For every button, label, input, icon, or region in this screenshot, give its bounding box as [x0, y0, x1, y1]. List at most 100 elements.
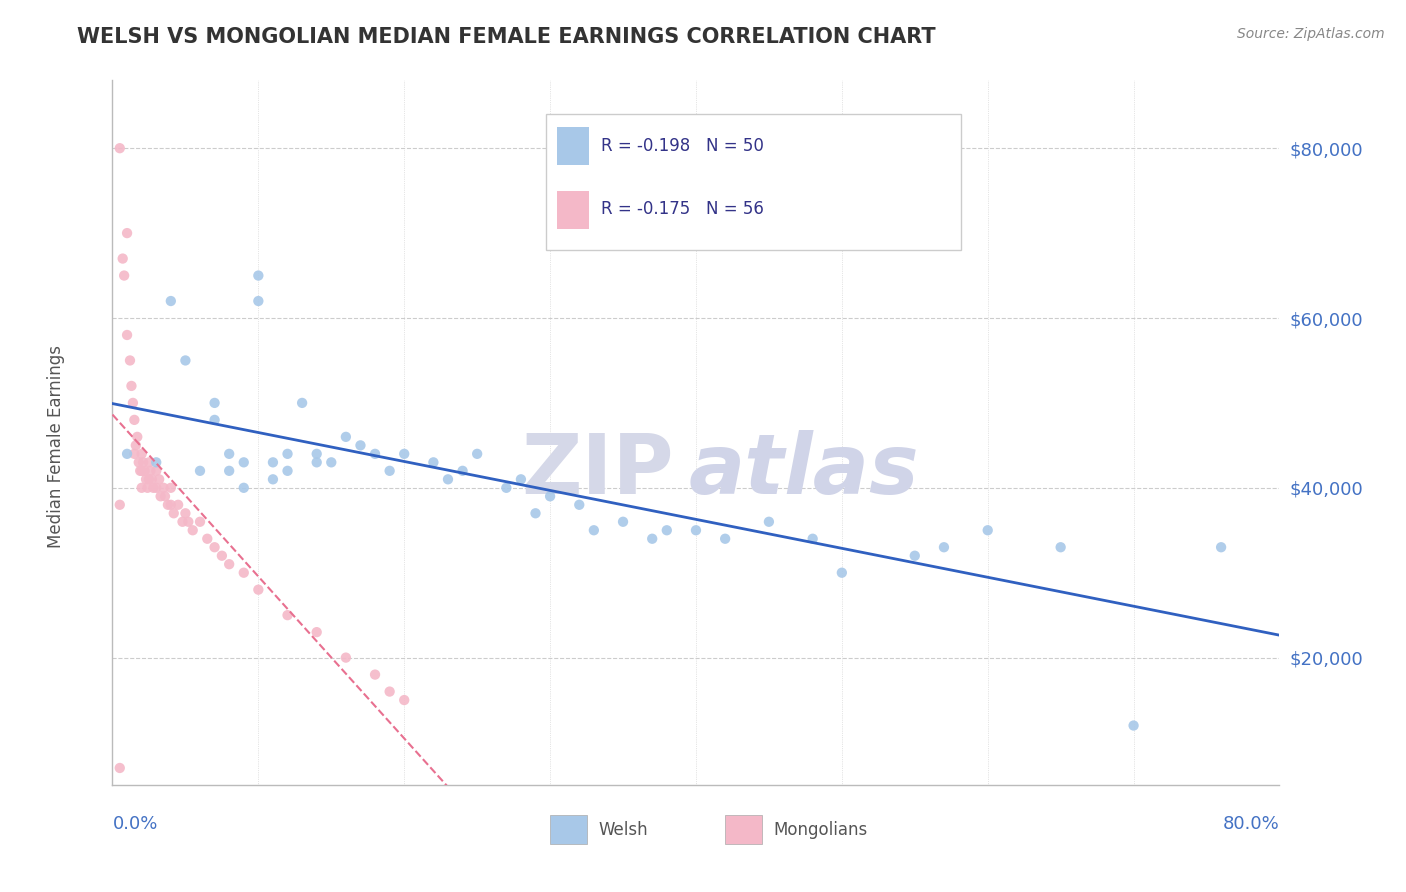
Point [131, 481, 153, 495]
Point [122, 396, 145, 410]
Point [160, 498, 183, 512]
Point [115, 328, 138, 343]
Point [495, 481, 517, 495]
Text: R = -0.175   N = 56: R = -0.175 N = 56 [602, 201, 763, 219]
Point [204, 413, 226, 427]
Point [139, 464, 162, 478]
Point [152, 481, 174, 495]
Point [831, 566, 853, 580]
Point [641, 532, 664, 546]
Point [276, 464, 298, 478]
Point [145, 464, 167, 478]
Point [262, 472, 284, 486]
Point [422, 455, 444, 469]
Point [108, 761, 131, 775]
Point [801, 532, 824, 546]
Point [758, 515, 780, 529]
FancyBboxPatch shape [546, 114, 962, 250]
Text: Mongolians: Mongolians [773, 821, 868, 838]
Point [394, 447, 416, 461]
Point [305, 455, 328, 469]
Point [1049, 540, 1071, 554]
Point [218, 447, 240, 461]
Point [108, 498, 131, 512]
Bar [725, 814, 762, 845]
Point [127, 430, 149, 444]
Text: ZIP: ZIP [522, 430, 673, 511]
Point [335, 650, 357, 665]
Text: atlas: atlas [689, 430, 920, 511]
Point [125, 438, 148, 452]
Point [204, 540, 226, 554]
Text: 0.0%: 0.0% [112, 814, 157, 832]
Point [976, 523, 998, 537]
Point [364, 447, 387, 461]
Point [211, 549, 233, 563]
Point [131, 447, 153, 461]
Point [195, 532, 218, 546]
Bar [557, 127, 589, 165]
Point [108, 141, 131, 155]
Point [111, 252, 134, 266]
Point [188, 515, 211, 529]
Text: 80.0%: 80.0% [1223, 814, 1279, 832]
Point [118, 353, 141, 368]
Point [465, 447, 488, 461]
Point [131, 464, 153, 478]
Point [509, 472, 531, 486]
Point [204, 396, 226, 410]
Point [124, 413, 146, 427]
Point [172, 515, 194, 529]
Point [232, 566, 254, 580]
Point [145, 455, 167, 469]
Point [378, 464, 401, 478]
Point [582, 523, 605, 537]
Point [153, 489, 176, 503]
Point [120, 379, 142, 393]
Point [349, 438, 371, 452]
Point [163, 506, 186, 520]
Point [167, 498, 190, 512]
Point [156, 498, 179, 512]
Point [135, 472, 157, 486]
Point [394, 693, 416, 707]
Point [218, 464, 240, 478]
Point [115, 447, 138, 461]
Text: Median Female Earnings: Median Female Earnings [48, 344, 65, 548]
Point [451, 464, 474, 478]
Point [1209, 540, 1232, 554]
Point [160, 481, 183, 495]
Point [177, 515, 200, 529]
Point [714, 532, 737, 546]
Point [124, 447, 146, 461]
Point [378, 684, 401, 698]
Point [138, 472, 160, 486]
Point [904, 549, 927, 563]
Point [932, 540, 955, 554]
Point [247, 293, 270, 308]
Point [174, 506, 197, 520]
Point [247, 268, 270, 283]
Point [148, 472, 170, 486]
Point [136, 481, 159, 495]
Point [128, 455, 150, 469]
Point [321, 455, 343, 469]
Text: Welsh: Welsh [598, 821, 648, 838]
Text: R = -0.198   N = 50: R = -0.198 N = 50 [602, 136, 763, 154]
Point [276, 447, 298, 461]
Point [132, 455, 155, 469]
Point [181, 523, 204, 537]
Point [685, 523, 707, 537]
Point [142, 481, 165, 495]
Point [247, 582, 270, 597]
Point [335, 430, 357, 444]
Point [129, 464, 152, 478]
Point [138, 455, 160, 469]
Point [112, 268, 135, 283]
Point [612, 515, 634, 529]
Point [437, 472, 460, 486]
Point [232, 481, 254, 495]
Point [1122, 718, 1144, 732]
Point [141, 472, 163, 486]
Point [232, 455, 254, 469]
